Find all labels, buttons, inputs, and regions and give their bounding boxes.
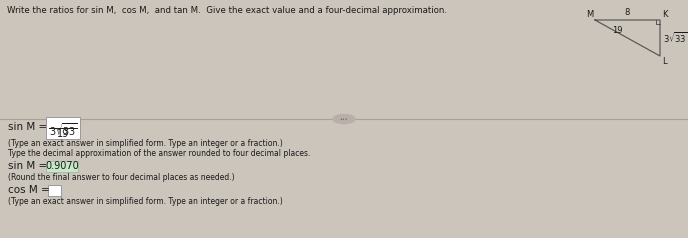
Text: cos M =: cos M = (8, 185, 50, 195)
Text: $3\sqrt{33}$: $3\sqrt{33}$ (663, 31, 688, 45)
Text: (Type an exact answer in simplified form. Type an integer or a fraction.): (Type an exact answer in simplified form… (8, 198, 283, 207)
Text: 0.9070: 0.9070 (45, 161, 79, 171)
Text: K: K (662, 10, 667, 19)
Text: $3\sqrt{33}$: $3\sqrt{33}$ (49, 121, 78, 138)
Text: (Type an exact answer in simplified form. Type an integer or a fraction.): (Type an exact answer in simplified form… (8, 139, 283, 148)
Bar (48, 184, 61, 195)
Text: 8: 8 (625, 8, 630, 17)
Bar (46, 117, 80, 139)
Text: sin M =: sin M = (8, 161, 47, 171)
Text: 19: 19 (57, 129, 69, 139)
Bar (46, 160, 78, 172)
Text: •••: ••• (340, 116, 348, 122)
Text: M: M (585, 10, 593, 19)
Text: 19: 19 (612, 26, 623, 35)
Text: sin M =: sin M = (8, 122, 47, 132)
Text: Write the ratios for sin M,  cos M,  and tan M.  Give the exact value and a four: Write the ratios for sin M, cos M, and t… (7, 6, 447, 15)
Ellipse shape (333, 114, 355, 124)
Text: Type the decimal approximation of the answer rounded to four decimal places.: Type the decimal approximation of the an… (8, 149, 310, 159)
Text: L: L (662, 57, 667, 66)
Text: (Round the final answer to four decimal places as needed.): (Round the final answer to four decimal … (8, 174, 235, 183)
